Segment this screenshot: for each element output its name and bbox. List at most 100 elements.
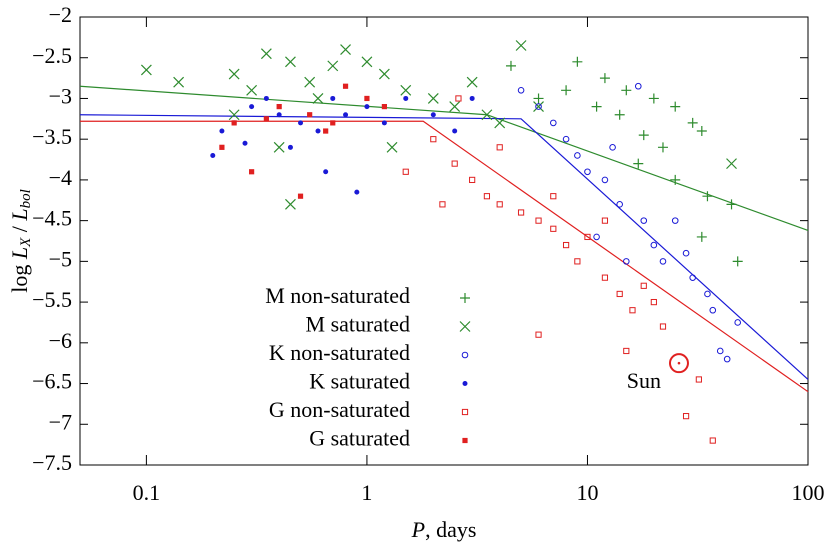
point <box>648 93 659 104</box>
point <box>378 68 390 80</box>
point <box>263 95 269 101</box>
point <box>228 109 240 121</box>
point <box>533 101 544 113</box>
point <box>342 83 349 89</box>
point <box>327 60 339 72</box>
point <box>505 60 516 71</box>
point <box>304 76 316 88</box>
point <box>696 231 707 242</box>
point <box>242 140 248 146</box>
point <box>702 191 713 202</box>
y-tick-label: −6 <box>49 328 72 353</box>
point <box>173 76 185 88</box>
y-label-part: log <box>7 259 32 293</box>
y-tick-label: −7 <box>49 409 72 434</box>
point <box>361 56 373 68</box>
point <box>535 103 542 110</box>
point <box>249 169 255 175</box>
sun-marker <box>668 353 689 374</box>
point <box>273 141 285 153</box>
point <box>312 93 324 104</box>
point <box>584 233 591 241</box>
fit-line <box>80 120 809 393</box>
point <box>533 93 544 104</box>
point <box>550 225 557 232</box>
point <box>427 93 439 104</box>
point <box>343 112 349 118</box>
point <box>340 44 351 56</box>
point <box>451 160 458 167</box>
point <box>709 306 717 314</box>
point <box>297 193 304 199</box>
x-label-part: , days <box>425 517 476 542</box>
x-tick-label: 100 <box>792 480 825 505</box>
fit-line <box>79 114 809 380</box>
point <box>430 112 436 118</box>
point <box>323 128 329 134</box>
point <box>609 144 616 151</box>
point <box>249 104 255 110</box>
legend-marker <box>462 381 468 386</box>
y-label-part: / <box>7 221 32 238</box>
legend-marker <box>461 408 469 416</box>
plot-frame <box>79 16 809 466</box>
point <box>634 82 642 90</box>
point <box>659 323 667 330</box>
point <box>469 95 475 101</box>
point <box>670 101 681 112</box>
point <box>591 101 602 112</box>
x-tick-label: 10 <box>576 480 598 505</box>
point <box>210 152 216 158</box>
point <box>621 85 632 96</box>
x-axis-label: P, days <box>411 517 477 542</box>
y-tick-label: −6.5 <box>32 369 72 394</box>
point <box>562 135 570 143</box>
point <box>572 56 583 67</box>
point <box>439 201 446 208</box>
y-tick-label: −2 <box>49 2 72 27</box>
point <box>622 258 630 265</box>
point <box>219 128 225 134</box>
point <box>614 109 625 120</box>
point <box>330 95 336 101</box>
point <box>682 249 690 257</box>
point <box>650 241 658 249</box>
point <box>599 73 610 84</box>
legend-marker <box>459 321 471 332</box>
y-tick-label: −7.5 <box>32 450 72 475</box>
point <box>616 290 623 298</box>
point <box>517 209 525 216</box>
point <box>219 144 225 150</box>
y-tick-label: −3.5 <box>32 124 72 149</box>
point <box>640 217 648 224</box>
point <box>246 84 258 96</box>
point <box>638 130 649 141</box>
point <box>593 233 600 241</box>
point <box>231 120 237 126</box>
point <box>601 176 609 184</box>
point <box>386 141 398 153</box>
y-tick-label: −2.5 <box>32 43 72 68</box>
x-tick-label: 1 <box>361 480 372 505</box>
point <box>623 347 630 355</box>
point <box>276 112 282 118</box>
point <box>315 128 321 134</box>
y-label-part: X <box>18 237 34 248</box>
point <box>469 176 476 184</box>
point <box>285 56 296 68</box>
point <box>633 158 644 169</box>
point <box>381 104 387 110</box>
point <box>657 142 668 153</box>
point <box>696 126 707 137</box>
point <box>330 120 336 126</box>
point <box>601 274 609 281</box>
point <box>517 87 525 94</box>
legend-label: M non-saturated <box>265 283 410 308</box>
legend-label: K non-saturated <box>269 340 410 365</box>
point <box>260 48 272 60</box>
point <box>140 64 152 76</box>
point <box>562 241 570 249</box>
point <box>695 376 702 383</box>
sun-dot <box>677 361 681 365</box>
